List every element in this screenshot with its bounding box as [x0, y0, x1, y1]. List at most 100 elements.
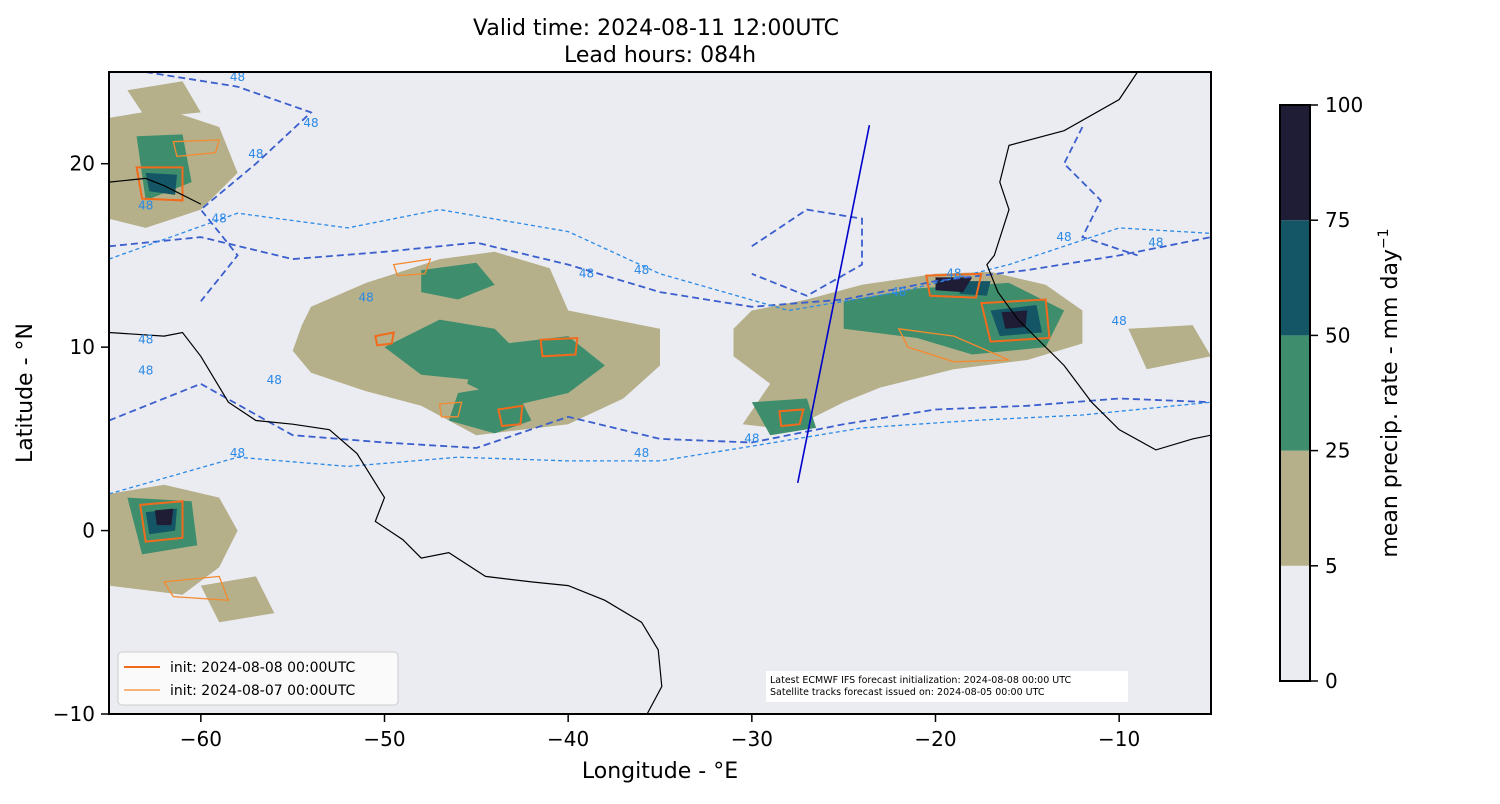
satellite-track: [796, 125, 871, 484]
contour-value-label: 48: [744, 432, 759, 446]
precip-region-core-f: [751, 398, 817, 436]
contour-init-0808: [497, 404, 524, 428]
annotation-box: [766, 671, 1128, 702]
precip-region-core-c: [448, 383, 532, 434]
contour-init-0807: [438, 401, 463, 418]
contour-init-0808: [925, 272, 983, 299]
precip-region-core-o: [154, 508, 174, 526]
contour-labels: 48 48 48 48 48 48 48 48 48 48 48 48 48 48 48 48 48 48 48: [138, 70, 1163, 460]
contour-value-label: 48: [248, 147, 263, 161]
colorbar-label: mean precip. rate - mm day−1: [1376, 228, 1403, 557]
contour-init-0807: [172, 139, 221, 158]
contour-init-0808: [139, 500, 184, 543]
contour-west-africa-trough: [1063, 126, 1138, 257]
colorbar-tick-label: 100: [1325, 93, 1363, 117]
precip-region-core-i: [145, 172, 177, 195]
contour-value-label: 48: [1112, 314, 1127, 328]
contour-value-label: 48: [1056, 230, 1071, 244]
contour-init-0807: [392, 258, 432, 277]
colorbar-tick-label: 75: [1325, 208, 1350, 232]
contour-value-label: 48: [138, 364, 153, 378]
contour-cape-verde-loop: [751, 208, 863, 297]
init-contours: [135, 139, 1051, 602]
contour-itcz-north-light: [109, 208, 1211, 312]
colorbar-tick-label: 0: [1325, 669, 1338, 693]
contour-caribbean-loop: [145, 72, 313, 302]
y-tick-label: 0: [82, 519, 95, 543]
y-axis-label: Latitude - °N: [13, 323, 38, 463]
forecast-annotation: Latest ECMWF IFS forecast initialization…: [766, 671, 1128, 702]
contour-value-label: 48: [634, 263, 649, 277]
colorbar-tick-label: 50: [1325, 323, 1350, 347]
precip-layer: [109, 81, 1211, 623]
legend: init: 2024-08-08 00:00UTC init: 2024-08-…: [117, 651, 399, 706]
colorbar: [1279, 104, 1311, 682]
contour-itcz-south-dark: [109, 382, 1211, 449]
map-layers: 48 48 48 48 48 48 48 48 48 48 48 48 48 48 48 48 48 48 48: [109, 70, 1211, 714]
x-tick-label: −60: [180, 727, 222, 751]
contour-init-0808: [539, 336, 579, 358]
contour-itcz-north-dark: [109, 236, 1211, 308]
colorbar-ticks: 0 5 25 50 75 100: [1310, 93, 1363, 693]
coastlines: [109, 72, 1211, 714]
precip-region-patch-west: [127, 81, 201, 118]
contour-value-label: 48: [230, 446, 245, 460]
x-tick-label: −20: [914, 727, 956, 751]
chart-title-line2: Lead hours: 084h: [564, 43, 756, 68]
coastline-cuba-hispaniola: [109, 177, 202, 205]
x-tick-label: −10: [1098, 727, 1140, 751]
axes-frame: [108, 71, 1212, 715]
contour-value-label: 48: [579, 266, 594, 280]
y-tick-label: −10: [53, 702, 95, 726]
contour-itcz-south-light: [109, 401, 1211, 495]
y-axis-ticks: −10 0 10 20: [53, 152, 109, 726]
y-tick-label: 10: [70, 335, 95, 359]
contour-init-0807: [162, 575, 230, 602]
contour-value-label: 48: [230, 70, 245, 84]
chart-title-line1: Valid time: 2024-08-11 12:00UTC: [473, 16, 839, 41]
contour-value-label: 48: [1148, 235, 1163, 249]
colorbar-segment: [1280, 220, 1310, 336]
precip-region-core-n: [1001, 310, 1028, 329]
contour-value-label: 48: [891, 285, 906, 299]
colorbar-tick-label: 25: [1325, 439, 1350, 463]
geopotential-contours: [109, 72, 1211, 495]
precip-region-patch-east: [1128, 325, 1211, 370]
colorbar-label-text: mean precip. rate - mm day: [1378, 249, 1403, 558]
x-axis-label: Longitude - °E: [582, 759, 738, 784]
contour-value-label: 48: [358, 290, 373, 304]
colorbar-segment: [1280, 450, 1310, 566]
contour-value-label: 48: [634, 446, 649, 460]
precip-region-core-m: [935, 277, 973, 293]
contour-value-label: 48: [946, 266, 961, 280]
x-tick-label: −50: [363, 727, 405, 751]
contour-init-0808: [980, 298, 1051, 343]
legend-frame: [117, 651, 399, 706]
x-tick-label: −40: [547, 727, 589, 751]
colorbar-segment: [1280, 335, 1310, 451]
contour-init-0808: [135, 166, 184, 202]
map-background: [109, 72, 1211, 714]
satellite-track-layer: [796, 125, 871, 484]
contour-value-label: 48: [138, 332, 153, 346]
colorbar-segment: [1280, 105, 1310, 221]
contour-init-0808: [374, 331, 395, 347]
contour-value-label: 48: [212, 211, 227, 225]
y-tick-label: 20: [70, 152, 95, 176]
legend-label-0808: init: 2024-08-08 00:00UTC: [170, 660, 355, 676]
contour-init-0808: [778, 408, 805, 428]
contour-init-0807: [897, 327, 1010, 363]
colorbar-label-sup: −1: [1376, 228, 1392, 249]
annotation-line1: Latest ECMWF IFS forecast initialization…: [770, 675, 1071, 686]
legend-label-0807: init: 2024-08-07 00:00UTC: [170, 683, 355, 699]
contour-value-label: 48: [267, 373, 282, 387]
colorbar-segment: [1280, 565, 1310, 681]
coastline-south-america: [109, 331, 663, 714]
annotation-line2: Satellite tracks forecast issued on: 202…: [770, 687, 1045, 698]
colorbar-frame: [1279, 104, 1311, 682]
contour-value-label: 48: [303, 116, 318, 130]
coastline-africa-west: [986, 72, 1211, 451]
contour-value-label: 48: [138, 199, 153, 213]
